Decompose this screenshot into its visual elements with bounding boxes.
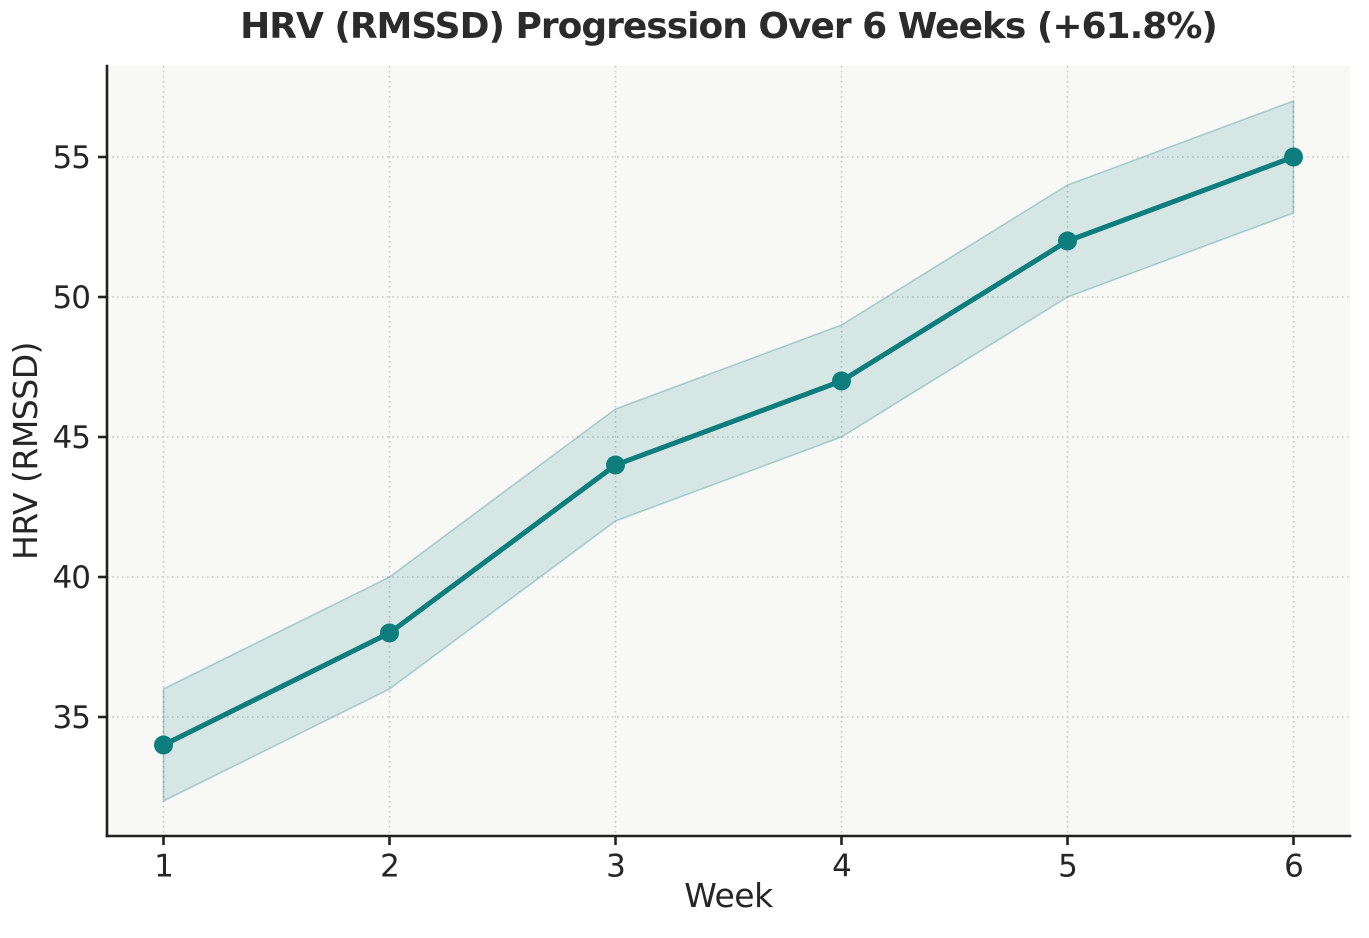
x-tick-label: 6 [1284, 848, 1303, 884]
data-point [832, 371, 851, 391]
x-axis-label: Week [684, 876, 773, 915]
chart-title: HRV (RMSSD) Progression Over 6 Weeks (+6… [240, 6, 1218, 47]
y-tick-label: 50 [53, 280, 90, 316]
x-tick-label: 1 [154, 848, 173, 884]
data-point [1284, 147, 1303, 167]
y-tick-label: 45 [53, 420, 90, 456]
x-tick-label: 4 [832, 848, 851, 884]
data-point [380, 623, 399, 643]
y-axis-label-wrap: HRV (RMSSD) [0, 66, 50, 836]
y-tick-label: 40 [53, 560, 90, 596]
data-point [154, 735, 173, 755]
plot-area [107, 66, 1350, 836]
y-tick-label: 55 [53, 140, 90, 176]
x-tick-label: 3 [606, 848, 625, 884]
x-tick-label: 5 [1058, 848, 1077, 884]
y-tick-label: 35 [53, 700, 90, 736]
hrv-line [161, 154, 1296, 748]
data-point [606, 455, 625, 475]
x-tick-label: 2 [380, 848, 399, 884]
data-point [1058, 231, 1077, 251]
y-axis-label: HRV (RMSSD) [5, 342, 45, 560]
